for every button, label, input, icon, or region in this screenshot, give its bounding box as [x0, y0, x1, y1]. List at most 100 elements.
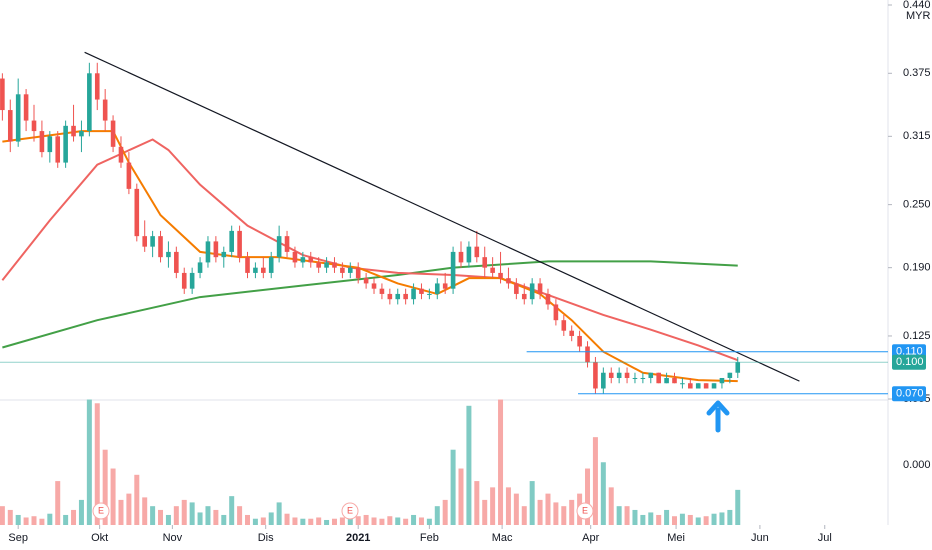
- candle-body: [403, 293, 408, 300]
- candle-body: [0, 78, 5, 111]
- candle-body: [498, 272, 503, 279]
- candle-body: [316, 262, 321, 268]
- volume-bar: [679, 513, 685, 525]
- candle-body: [442, 283, 448, 289]
- currency: MYR: [906, 10, 931, 22]
- volume-bar: [656, 514, 662, 525]
- volume-bar: [71, 509, 77, 525]
- candle-body: [695, 383, 701, 389]
- volume-bar: [434, 506, 440, 525]
- volume-bar: [411, 514, 417, 525]
- candle-body: [411, 288, 416, 300]
- candle-body: [39, 131, 45, 153]
- volume-bar: [592, 437, 598, 525]
- volume-bar: [118, 499, 124, 525]
- x-tick-label: Dis: [258, 532, 274, 544]
- price-label: 0.070: [896, 388, 924, 400]
- candle-body: [395, 293, 401, 300]
- volume-bar: [331, 518, 337, 525]
- volume-bar: [158, 509, 164, 525]
- earnings-label: E: [582, 505, 588, 515]
- x-tick-label: Nov: [163, 532, 183, 544]
- candle-body: [624, 372, 630, 378]
- volume-bar: [474, 481, 480, 525]
- volume-bar: [711, 513, 717, 525]
- candle-body: [434, 283, 440, 294]
- moving-average: [2, 260, 738, 349]
- candle-body: [419, 288, 424, 294]
- candle-body: [340, 267, 345, 273]
- candle-body: [237, 230, 242, 258]
- volume-bar: [205, 506, 211, 525]
- price-label-box: [892, 386, 926, 402]
- volume-bar: [569, 499, 575, 525]
- volume-bar: [237, 506, 243, 525]
- earnings-markers: E E E: [92, 502, 594, 520]
- volume-bar: [181, 499, 187, 525]
- volume-bar: [110, 468, 116, 525]
- candle-body: [427, 293, 432, 295]
- volume-bar: [7, 509, 13, 525]
- candle-body: [166, 251, 171, 258]
- candle-body: [719, 377, 725, 384]
- candle-body: [553, 304, 559, 321]
- volume-bar: [252, 518, 258, 525]
- earnings-circle[interactable]: [341, 502, 359, 520]
- x-tick-label: Jun: [751, 532, 769, 544]
- volume-bar: [15, 514, 21, 525]
- candle-body: [648, 372, 654, 378]
- candle-body: [735, 362, 741, 373]
- volume-bar: [268, 512, 274, 525]
- volume-bar: [292, 517, 298, 525]
- volume-bar: [197, 512, 203, 525]
- volume-bar: [482, 499, 488, 525]
- volume-bar: [39, 518, 45, 525]
- candle-body: [197, 262, 203, 273]
- candle-body: [213, 241, 219, 258]
- volume-bar: [640, 514, 646, 525]
- candle-body: [458, 251, 464, 263]
- price-label: 0.110: [896, 346, 923, 358]
- volume-bar: [632, 509, 638, 525]
- volume-bar: [735, 489, 741, 525]
- candle-body: [158, 236, 163, 258]
- candle-body: [174, 251, 179, 273]
- candle-body: [253, 267, 258, 273]
- candle-body: [87, 73, 92, 132]
- volume-bar: [339, 517, 345, 525]
- candle-body: [585, 346, 590, 363]
- candle-body: [616, 372, 622, 378]
- earnings-label: E: [98, 505, 104, 515]
- price-label: 0.100: [896, 356, 924, 368]
- x-tick-label: Mac: [492, 532, 513, 544]
- candle-body: [632, 377, 638, 379]
- candle-body: [94, 73, 100, 100]
- candle-body: [450, 251, 456, 289]
- volume-bar: [260, 517, 266, 525]
- volume-bar: [695, 517, 701, 525]
- earnings-circle[interactable]: [576, 502, 594, 520]
- candle-body: [347, 267, 353, 273]
- candle-body: [514, 283, 519, 294]
- volume-bar: [537, 499, 543, 525]
- volume-bar: [284, 513, 290, 525]
- volume-bar: [316, 517, 322, 525]
- volume-bar: [672, 516, 678, 525]
- candle-body: [324, 262, 329, 268]
- candle-body: [387, 293, 393, 300]
- candle-body: [545, 293, 551, 305]
- candle-body: [371, 283, 377, 289]
- candle-body: [245, 257, 250, 273]
- candle-body: [482, 257, 488, 268]
- volume-bar: [545, 493, 551, 525]
- x-tick-label: Okt: [91, 532, 108, 544]
- volume-bar: [521, 506, 527, 525]
- candle-body: [205, 241, 211, 263]
- volume-bar: [31, 516, 37, 525]
- volume-bar: [505, 487, 511, 525]
- x-tick-label: 2021: [346, 532, 370, 544]
- volume-bar: [126, 493, 132, 525]
- volume-bar: [150, 506, 156, 525]
- earnings-circle[interactable]: [92, 502, 110, 520]
